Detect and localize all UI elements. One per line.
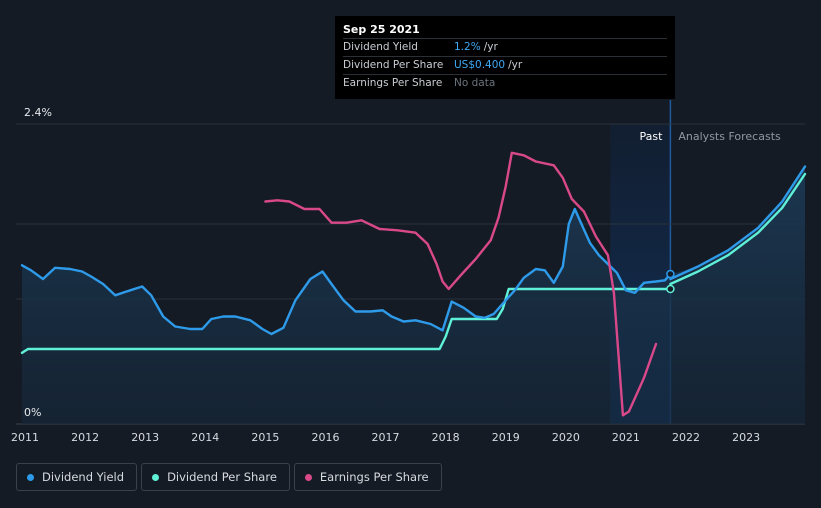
- tooltip-date: Sep 25 2021: [343, 23, 420, 36]
- tooltip-value: US$0.400: [454, 59, 506, 71]
- tooltip-value: No data: [454, 77, 496, 89]
- tooltip-unit: /yr: [483, 41, 498, 53]
- series-line-dividend-per-share: [20, 287, 672, 354]
- tooltip-value: 1.2%: [454, 41, 481, 53]
- legend-item-dividend-yield[interactable]: Dividend Yield: [16, 463, 138, 491]
- series-line-earnings-per-share: [264, 151, 658, 417]
- series-line-dividend-yield-forecast: [669, 165, 807, 281]
- series-line-dividend-yield: [20, 207, 672, 336]
- x-tick-label: 2023: [732, 431, 760, 444]
- x-tick-label: 2016: [311, 431, 339, 444]
- zone-label-past: Past: [639, 130, 663, 143]
- zone-label-forecast: Analysts Forecasts: [678, 130, 781, 143]
- x-tick-label: 2022: [672, 431, 700, 444]
- tooltip-row-dividend-per-share: Dividend Per Share US$0.400 /yr: [343, 56, 667, 74]
- legend-item-earnings-per-share[interactable]: Earnings Per Share: [293, 463, 442, 491]
- legend-dot-icon: [304, 473, 312, 481]
- legend-label: Dividend Per Share: [167, 470, 277, 484]
- tooltip-label: Dividend Yield: [343, 41, 418, 53]
- x-tick-label: 2017: [372, 431, 400, 444]
- x-tick-label: 2013: [131, 431, 159, 444]
- legend-dot-icon: [27, 473, 34, 481]
- dividend-yield-marker: [666, 269, 675, 279]
- x-tick-label: 2020: [552, 431, 580, 444]
- tooltip-label: Dividend Per Share: [343, 59, 444, 71]
- x-tick-label: 2014: [191, 431, 219, 444]
- legend-dot-icon: [152, 473, 160, 481]
- y-tick-label: 2.4%: [24, 106, 52, 119]
- x-tick-label: 2015: [251, 431, 279, 444]
- data-tooltip: Sep 25 2021 Dividend Yield 1.2% /yr Divi…: [335, 16, 675, 99]
- legend-item-dividend-per-share[interactable]: Dividend Per Share: [141, 463, 290, 491]
- dividend-per-share-marker: [666, 284, 675, 294]
- x-tick-label: 2019: [492, 431, 520, 444]
- legend-label: Dividend Yield: [42, 470, 125, 484]
- tooltip-row-dividend-yield: Dividend Yield 1.2% /yr: [343, 38, 667, 56]
- tooltip-unit: /yr: [508, 59, 523, 71]
- series-line-dividend-per-share-forecast: [669, 172, 807, 286]
- x-tick-label: 2011: [11, 431, 39, 444]
- x-tick-label: 2018: [432, 431, 460, 444]
- x-tick-label: 2021: [612, 431, 640, 444]
- legend-label: Earnings Per Share: [319, 470, 429, 484]
- x-tick-label: 2012: [71, 431, 99, 444]
- tooltip-label: Earnings Per Share: [343, 77, 443, 89]
- chart-legend: Dividend Yield Dividend Per Share Earnin…: [16, 463, 442, 491]
- dividend-yield-area: [22, 166, 805, 424]
- y-tick-label: 0%: [24, 406, 41, 419]
- tooltip-row-earnings-per-share: Earnings Per Share No data: [343, 74, 667, 92]
